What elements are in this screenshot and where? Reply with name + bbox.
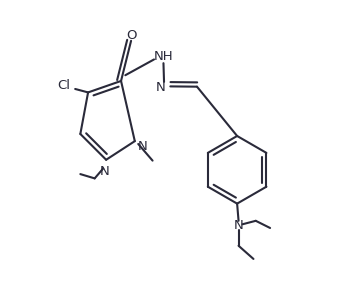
Text: NH: NH [154,50,173,63]
Text: O: O [127,29,137,41]
Text: N: N [138,140,148,154]
Text: N: N [100,165,110,178]
Text: Cl: Cl [57,79,70,92]
Text: N: N [234,219,244,232]
Text: N: N [156,81,165,94]
